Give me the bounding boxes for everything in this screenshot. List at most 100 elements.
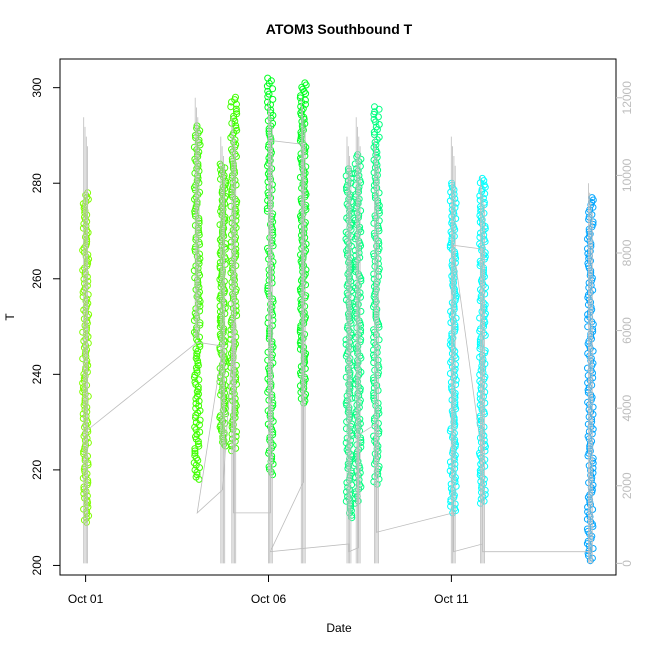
data-point — [588, 194, 596, 202]
data-point — [372, 179, 380, 187]
data-point — [190, 267, 198, 275]
x-axis: Oct 01 Oct 06 Oct 11 — [68, 574, 469, 606]
y2-axis: 0 2000 4000 6000 8000 10000 12000 — [616, 81, 634, 567]
data-point — [190, 143, 198, 151]
y-tick-label: 200 — [30, 555, 44, 575]
data-point — [233, 110, 241, 118]
data-point — [264, 98, 271, 106]
series-5-segment-0 — [583, 194, 597, 565]
data-point — [351, 160, 359, 168]
series-1-segment-1 — [216, 160, 230, 450]
data-point — [191, 449, 199, 457]
data-point — [82, 335, 90, 343]
data-point — [446, 370, 454, 377]
data-point — [196, 343, 204, 351]
y-tick-label: 280 — [30, 173, 44, 193]
data-point — [192, 419, 200, 426]
data-point — [232, 93, 239, 101]
data-point — [193, 122, 201, 130]
secondary-path — [85, 140, 591, 553]
y2-tick-label: 12000 — [620, 81, 634, 115]
y-tick-label: 220 — [30, 460, 44, 480]
data-point — [351, 247, 359, 254]
y2-tick-label: 0 — [620, 560, 634, 567]
y-axis-label: T — [3, 313, 17, 321]
data-point — [264, 74, 272, 82]
data-point — [478, 220, 486, 228]
data-point — [194, 409, 202, 417]
y-tick-label: 240 — [30, 364, 44, 384]
secondary-spike-10 — [480, 175, 485, 564]
data-point — [85, 512, 93, 520]
data-point — [451, 436, 459, 444]
secondary-spike-0 — [83, 117, 88, 564]
secondary-spike-8 — [374, 136, 379, 564]
data-point — [354, 200, 362, 208]
data-point — [82, 191, 90, 199]
data-point — [446, 341, 454, 349]
y2-tick-label: 8000 — [620, 239, 634, 266]
data-point — [193, 471, 201, 479]
data-point — [79, 328, 87, 336]
data-point — [196, 428, 204, 436]
data-point — [302, 100, 309, 108]
secondary-spike-11 — [588, 183, 593, 564]
data-point — [448, 385, 456, 393]
y2-tick-label: 2000 — [620, 472, 634, 499]
data-point — [451, 372, 459, 380]
data-point — [82, 308, 90, 316]
data-point — [448, 181, 456, 189]
data-point — [446, 458, 454, 466]
x-tick-label: Oct 06 — [251, 592, 287, 606]
data-point — [370, 376, 377, 384]
data-point — [230, 115, 238, 123]
secondary-spike-7 — [355, 117, 361, 564]
y2-tick-label: 6000 — [620, 317, 634, 344]
data-point — [191, 378, 199, 386]
data-point — [480, 181, 488, 189]
data-point — [219, 281, 227, 289]
data-point — [301, 79, 309, 87]
data-point — [79, 266, 87, 274]
data-point — [478, 174, 486, 182]
series-1-segment-0 — [190, 122, 204, 483]
series-0-segment-0 — [79, 189, 93, 526]
data-point — [192, 345, 200, 353]
data-point — [233, 108, 240, 115]
secondary-spike-3 — [231, 117, 237, 564]
data-point — [193, 352, 201, 360]
data-point — [348, 429, 356, 437]
data-point — [194, 359, 202, 367]
secondary-spike-1 — [194, 97, 200, 339]
data-point — [448, 212, 456, 220]
y2-tick-label: 4000 — [620, 395, 634, 422]
plot-frame — [59, 58, 617, 576]
data-point — [191, 447, 199, 455]
data-point — [233, 312, 241, 319]
y-tick-label: 260 — [30, 268, 44, 288]
series-layer — [79, 74, 597, 565]
data-point — [452, 199, 460, 207]
x-tick-label: Oct 11 — [434, 592, 469, 606]
data-point — [193, 369, 201, 377]
chart-title: ATOM3 Southbound T — [266, 21, 413, 37]
y-tick-label: 300 — [30, 77, 44, 97]
data-point — [82, 364, 90, 372]
data-point — [342, 340, 350, 348]
data-point — [227, 103, 235, 111]
data-point — [85, 255, 93, 263]
series-4-segment-0 — [446, 179, 460, 517]
x-tick-label: Oct 01 — [68, 592, 104, 606]
data-point — [82, 421, 90, 429]
data-point — [583, 525, 591, 533]
y2-tick-label: 10000 — [620, 158, 634, 192]
secondary-spike-9 — [450, 136, 456, 564]
data-point — [191, 371, 199, 379]
x-axis-label: Date — [326, 621, 352, 635]
data-point — [371, 103, 378, 111]
secondary-spike-2 — [220, 136, 226, 564]
data-point — [193, 252, 201, 260]
secondary-spike-4 — [267, 97, 273, 564]
y-axis: 200 220 240 260 280 300 — [30, 77, 60, 575]
